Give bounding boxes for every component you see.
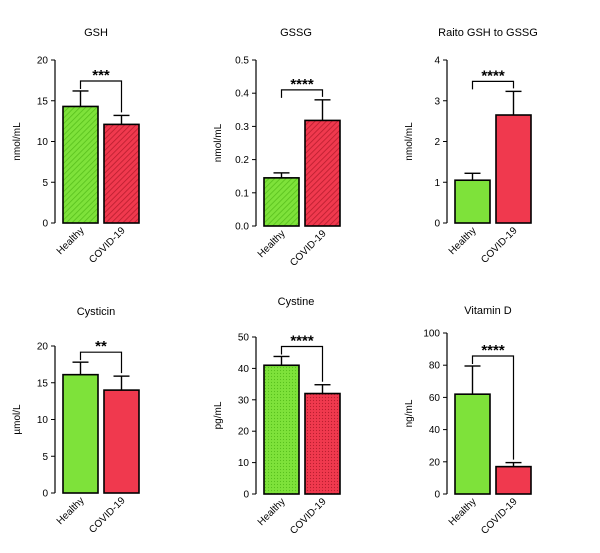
y-tick-label: 40 [238, 364, 250, 375]
y-tick-label: 0 [42, 489, 48, 500]
bar-healthy [62, 373, 99, 494]
y-tick-label: 5 [42, 178, 48, 189]
y-tick-label: 0 [42, 219, 48, 230]
y-axis-label: pg/mL [213, 401, 224, 429]
y-tick-label: 50 [238, 333, 250, 344]
y-tick-label: 5 [42, 452, 48, 463]
significance-bracket [79, 351, 123, 374]
panel-5: Cystine pg/mL 0 10 20 30 40 50 Healthy COVID-19 **… [213, 296, 341, 537]
significance-stars: **** [290, 76, 314, 93]
y-axis-label: ng/mL [404, 399, 415, 427]
y-tick-label: 10 [37, 137, 49, 148]
y-tick-label: 0 [243, 490, 249, 501]
y-tick-label: 0.0 [235, 222, 249, 233]
y-tick-label: 0.5 [235, 56, 249, 67]
y-tick-label: 3 [434, 96, 440, 107]
y-axis-label: nmol/mL [213, 123, 224, 162]
bar-covid-19 [495, 465, 532, 495]
significance-bracket [280, 345, 324, 382]
y-tick-label: 0.2 [235, 155, 249, 166]
x-category-label: COVID-19 [479, 225, 520, 266]
y-tick-label: 15 [37, 96, 49, 107]
panel-2: GSSG nmol/mL 0.0 0.1 0.2 0.3 0.4 0.5 Healthy COVI… [213, 27, 341, 269]
bar-covid-19 [103, 123, 140, 224]
x-category-label: Healthy [256, 228, 288, 260]
x-category-label: Healthy [447, 225, 479, 257]
y-tick-label: 1 [434, 178, 440, 189]
x-category-label: COVID-19 [479, 496, 520, 537]
y-tick-label: 30 [238, 395, 250, 406]
bar-covid-19 [304, 119, 341, 227]
y-tick-label: 4 [434, 56, 440, 67]
y-tick-label: 0 [434, 219, 440, 230]
panel-title: Raito GSH to GSSG [438, 27, 538, 39]
y-tick-label: 0.1 [235, 188, 249, 199]
bar-healthy [263, 364, 300, 495]
y-tick-label: 2 [434, 137, 440, 148]
y-tick-label: 10 [238, 458, 250, 469]
panel-4: Cysticin µmol/L 0 5 10 15 20 Healthy COVID-19 ** [12, 306, 140, 536]
y-tick-label: 20 [37, 56, 49, 67]
bar-covid-19 [103, 389, 140, 494]
y-tick-label: 100 [423, 329, 440, 340]
panel-title: Cysticin [77, 306, 116, 318]
significance-bracket [79, 80, 123, 113]
y-tick-label: 0.3 [235, 122, 249, 133]
y-tick-label: 15 [37, 378, 49, 389]
x-category-label: Healthy [55, 225, 87, 257]
y-tick-label: 0.4 [235, 89, 249, 100]
panel-title: Vitamin D [464, 305, 512, 317]
x-category-label: COVID-19 [87, 225, 128, 266]
x-category-label: COVID-19 [87, 495, 128, 536]
panel-6: Vitamin D ng/mL 0 20 40 60 80 100 Healthy COVID-1… [404, 305, 532, 537]
panel-title: GSSG [280, 27, 312, 39]
x-category-label: Healthy [55, 495, 87, 527]
panel-1: GSH nmol/mL 0 5 10 15 20 Healthy COVID-19 *** [12, 27, 140, 266]
significance-stars: **** [481, 67, 505, 84]
x-category-label: COVID-19 [288, 228, 329, 269]
panel-title: GSH [84, 27, 108, 39]
significance-bracket [471, 80, 515, 90]
significance-bracket [280, 89, 324, 98]
y-axis-label: nmol/mL [404, 122, 415, 161]
x-category-label: COVID-19 [288, 496, 329, 537]
y-tick-label: 0 [434, 490, 440, 501]
bar-healthy [62, 105, 99, 224]
x-category-label: Healthy [256, 496, 288, 528]
y-tick-label: 60 [429, 393, 441, 404]
y-tick-label: 20 [429, 457, 441, 468]
bar-covid-19 [495, 114, 532, 224]
significance-stars: **** [290, 332, 314, 349]
bar-covid-19 [304, 392, 341, 495]
y-axis-label: µmol/L [12, 404, 23, 435]
bar-healthy [454, 179, 491, 224]
y-tick-label: 40 [429, 425, 441, 436]
bar-healthy [263, 177, 300, 227]
significance-stars: **** [481, 342, 505, 359]
y-axis-label: nmol/mL [12, 122, 23, 161]
significance-stars: *** [92, 67, 110, 84]
y-tick-label: 20 [238, 427, 250, 438]
significance-bracket [471, 355, 515, 460]
significance-stars: ** [95, 338, 107, 355]
panel-title: Cystine [278, 296, 315, 308]
y-tick-label: 20 [37, 342, 49, 353]
bar-healthy [454, 393, 491, 495]
y-tick-label: 80 [429, 361, 441, 372]
panel-3: Raito GSH to GSSG nmol/mL 0 1 2 3 4 Healthy COVI… [404, 27, 538, 266]
x-category-label: Healthy [447, 496, 479, 528]
y-tick-label: 10 [37, 415, 49, 426]
